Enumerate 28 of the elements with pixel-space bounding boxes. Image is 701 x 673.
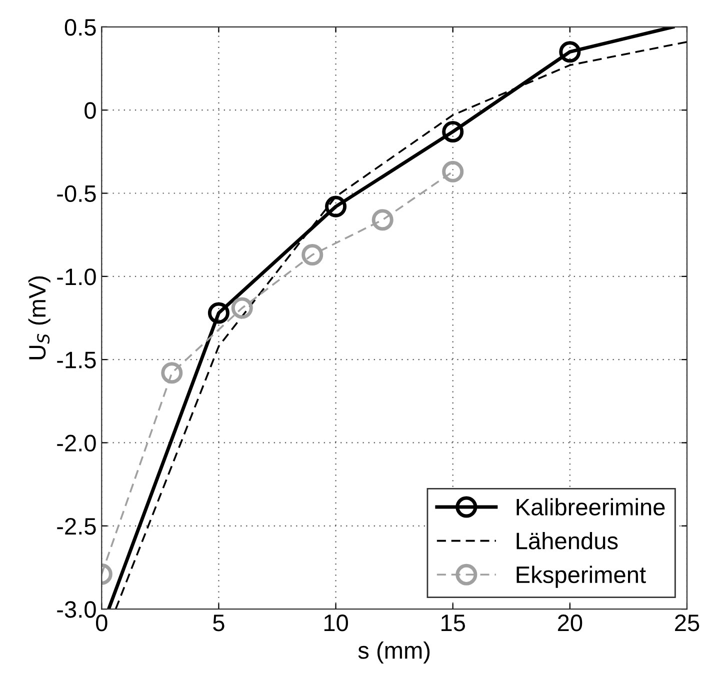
x-axis-title: s (mm) xyxy=(358,641,430,664)
legend-label: Kalibreerimine xyxy=(516,498,665,516)
legend-label: Eksperiment xyxy=(516,566,646,588)
x-tick-label: 10 xyxy=(324,614,348,632)
y-tick-label: -2.5 xyxy=(57,518,96,535)
point xyxy=(559,41,581,63)
x-tick-label: 5 xyxy=(213,614,224,632)
x-tick-label: 20 xyxy=(558,614,582,632)
point xyxy=(208,302,230,324)
y-tick-label: 0 xyxy=(84,102,96,119)
x-tick-label: 0 xyxy=(96,614,108,632)
point xyxy=(372,209,394,231)
point xyxy=(442,120,464,142)
y-tick-label: -0.5 xyxy=(57,185,96,202)
y-tick-label: -1.0 xyxy=(57,268,96,286)
x-tick-label: 25 xyxy=(675,614,700,632)
point xyxy=(231,297,253,319)
x-tick-label: 15 xyxy=(442,614,465,632)
point xyxy=(161,362,183,384)
point xyxy=(325,196,347,218)
legend-label: Lähendus xyxy=(516,532,618,550)
point xyxy=(442,160,464,182)
point xyxy=(302,244,324,266)
y-tick-label: -2.0 xyxy=(57,434,96,452)
y-tick-label: -3.0 xyxy=(57,601,96,618)
y-axis-title: U$_{S}$ (mV) xyxy=(28,276,50,360)
y-tick-label: -1.5 xyxy=(57,352,96,368)
y-tick-label: 0.5 xyxy=(64,18,96,36)
